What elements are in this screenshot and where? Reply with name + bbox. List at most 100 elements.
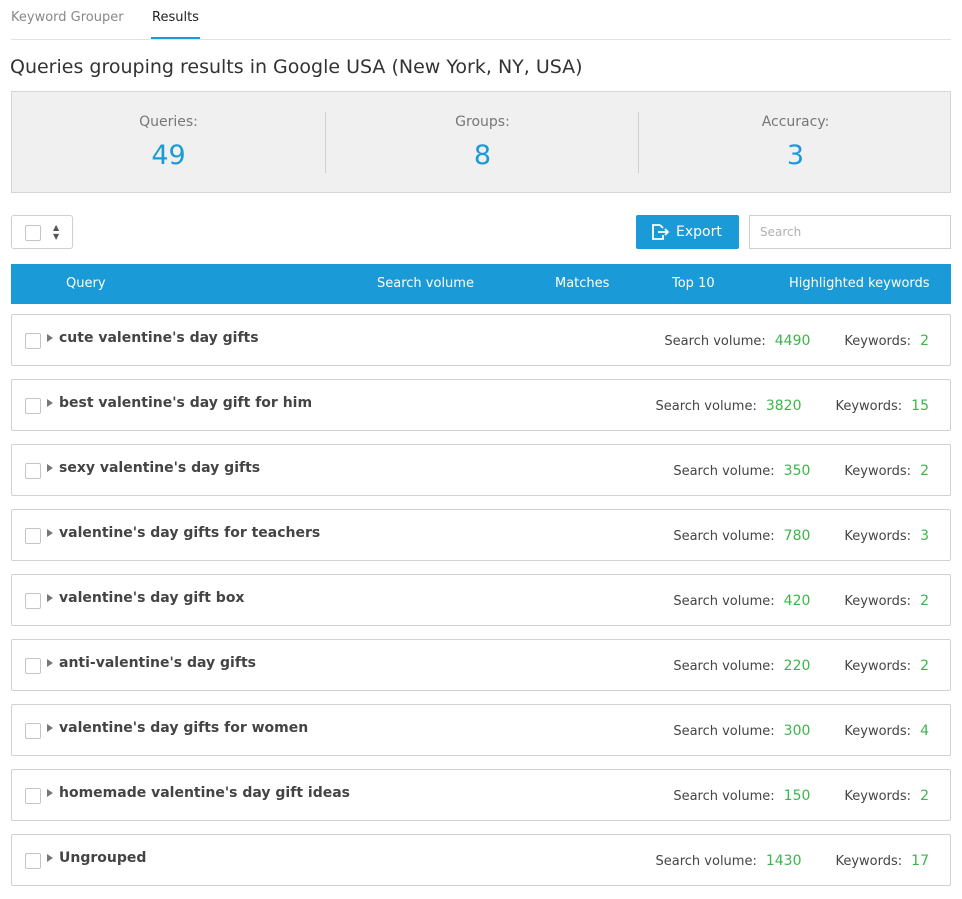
- row-query-name[interactable]: valentine's day gift box: [59, 590, 245, 606]
- search-volume-value: 420: [783, 593, 811, 609]
- row-metrics: Search volume: 1430 Keywords: 17: [656, 853, 930, 869]
- column-top-10[interactable]: Top 10: [672, 276, 715, 291]
- keywords-label: Keywords:: [844, 334, 912, 349]
- keywords-count: 4: [920, 723, 929, 739]
- row-checkbox[interactable]: [25, 723, 41, 739]
- table-row[interactable]: anti-valentine's day gifts Search volume:…: [11, 639, 951, 691]
- keywords-label: Keywords:: [844, 659, 912, 674]
- stat-groups: Groups: 8: [325, 112, 639, 173]
- search-input[interactable]: [749, 215, 951, 249]
- row-checkbox[interactable]: [25, 658, 41, 674]
- keywords-count: 2: [920, 593, 929, 609]
- keywords-label: Keywords:: [844, 594, 912, 609]
- table-row[interactable]: valentine's day gift box Search volume: 42…: [11, 574, 951, 626]
- table-row[interactable]: cute valentine's day gifts Search volume:…: [11, 314, 951, 366]
- row-query-name[interactable]: sexy valentine's day gifts: [59, 460, 261, 476]
- table-row[interactable]: valentine's day gifts for teachers Search…: [11, 509, 951, 561]
- keywords-count: 2: [920, 788, 929, 804]
- expand-caret-icon[interactable]: [47, 594, 53, 602]
- search-volume-label: Search volume:: [655, 399, 757, 414]
- select-all-checkbox[interactable]: [25, 225, 41, 241]
- tab-results[interactable]: Results: [151, 10, 200, 39]
- search-volume-label: Search volume:: [673, 464, 775, 479]
- page-title: Queries grouping results in Google USA (…: [10, 56, 583, 78]
- row-metrics: Search volume: 300 Keywords: 4: [673, 723, 929, 739]
- keywords-count: 3: [920, 528, 929, 544]
- keywords-label: Keywords:: [844, 529, 912, 544]
- search-volume-label: Search volume:: [673, 659, 775, 674]
- expand-caret-icon[interactable]: [47, 854, 53, 862]
- row-query-name[interactable]: Ungrouped: [59, 850, 147, 866]
- select-all-dropdown[interactable]: ▲ ▼: [11, 215, 73, 249]
- search-volume-label: Search volume:: [664, 334, 766, 349]
- search-volume-label: Search volume:: [673, 724, 775, 739]
- row-query-name[interactable]: homemade valentine's day gift ideas: [59, 785, 350, 801]
- row-checkbox[interactable]: [25, 463, 41, 479]
- row-query-name[interactable]: valentine's day gifts for teachers: [59, 525, 321, 541]
- column-search-volume[interactable]: Search volume: [377, 276, 474, 291]
- keywords-label: Keywords:: [844, 464, 912, 479]
- column-matches[interactable]: Matches: [555, 276, 610, 291]
- row-checkbox[interactable]: [25, 333, 41, 349]
- stat-accuracy: Accuracy: 3: [638, 112, 952, 173]
- expand-caret-icon[interactable]: [47, 659, 53, 667]
- keywords-count: 2: [920, 463, 929, 479]
- table-header: Query Search volume Matches Top 10 Highl…: [11, 264, 951, 304]
- keywords-count: 15: [911, 398, 929, 414]
- table-row[interactable]: best valentine's day gift for him Search …: [11, 379, 951, 431]
- table-row[interactable]: sexy valentine's day gifts Search volume:…: [11, 444, 951, 496]
- search-volume-value: 220: [783, 658, 811, 674]
- search-volume-value: 1430: [765, 853, 802, 869]
- row-metrics: Search volume: 3820 Keywords: 15: [656, 398, 930, 414]
- stat-queries: Queries: 49: [12, 92, 325, 192]
- search-volume-value: 3820: [765, 398, 802, 414]
- row-metrics: Search volume: 220 Keywords: 2: [673, 658, 929, 674]
- column-query[interactable]: Query: [66, 276, 106, 291]
- row-query-name[interactable]: valentine's day gifts for women: [59, 720, 309, 736]
- row-query-name[interactable]: cute valentine's day gifts: [59, 330, 259, 346]
- stats-panel: Queries: 49 Groups: 8 Accuracy: 3: [11, 91, 951, 193]
- expand-caret-icon[interactable]: [47, 464, 53, 472]
- row-checkbox[interactable]: [25, 788, 41, 804]
- tab-keyword-grouper[interactable]: Keyword Grouper: [11, 10, 124, 25]
- stat-groups-label: Groups:: [455, 114, 510, 130]
- export-icon: [652, 224, 669, 240]
- expand-caret-icon[interactable]: [47, 724, 53, 732]
- search-volume-value: 150: [783, 788, 811, 804]
- stat-accuracy-value: 3: [786, 140, 805, 171]
- table-row[interactable]: Ungrouped Search volume: 1430 Keywords: 17: [11, 834, 951, 886]
- row-query-name[interactable]: best valentine's day gift for him: [59, 395, 313, 411]
- row-query-name[interactable]: anti-valentine's day gifts: [59, 655, 256, 671]
- expand-caret-icon[interactable]: [47, 529, 53, 537]
- table-row[interactable]: homemade valentine's day gift ideas Searc…: [11, 769, 951, 821]
- expand-caret-icon[interactable]: [47, 399, 53, 407]
- table-row[interactable]: valentine's day gifts for women Search vo…: [11, 704, 951, 756]
- export-button[interactable]: Export: [636, 215, 739, 249]
- keywords-count: 17: [911, 853, 929, 869]
- search-volume-label: Search volume:: [673, 594, 775, 609]
- row-metrics: Search volume: 350 Keywords: 2: [673, 463, 929, 479]
- dropdown-arrows-icon: ▲ ▼: [53, 223, 60, 241]
- search-volume-value: 350: [783, 463, 811, 479]
- tab-bar: Keyword Grouper Results: [11, 0, 951, 40]
- stat-groups-value: 8: [473, 140, 492, 171]
- keywords-count: 2: [920, 658, 929, 674]
- row-checkbox[interactable]: [25, 528, 41, 544]
- keywords-label: Keywords:: [835, 399, 903, 414]
- search-volume-value: 780: [783, 528, 811, 544]
- row-checkbox[interactable]: [25, 853, 41, 869]
- expand-caret-icon[interactable]: [47, 334, 53, 342]
- search-volume-label: Search volume:: [655, 854, 757, 869]
- row-metrics: Search volume: 420 Keywords: 2: [673, 593, 929, 609]
- row-metrics: Search volume: 150 Keywords: 2: [673, 788, 929, 804]
- row-checkbox[interactable]: [25, 593, 41, 609]
- stat-queries-value: 49: [151, 140, 186, 171]
- row-metrics: Search volume: 4490 Keywords: 2: [664, 333, 929, 349]
- row-metrics: Search volume: 780 Keywords: 3: [673, 528, 929, 544]
- expand-caret-icon[interactable]: [47, 789, 53, 797]
- row-checkbox[interactable]: [25, 398, 41, 414]
- search-volume-label: Search volume:: [673, 789, 775, 804]
- search-volume-label: Search volume:: [673, 529, 775, 544]
- column-highlighted-keywords[interactable]: Highlighted keywords: [789, 276, 930, 291]
- stat-accuracy-label: Accuracy:: [761, 114, 830, 130]
